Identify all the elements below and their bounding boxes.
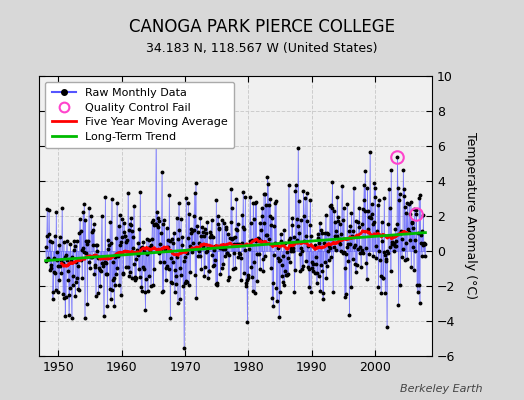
Y-axis label: Temperature Anomaly (°C): Temperature Anomaly (°C)	[464, 132, 477, 300]
Text: Berkeley Earth: Berkeley Earth	[400, 384, 482, 394]
Legend: Raw Monthly Data, Quality Control Fail, Five Year Moving Average, Long-Term Tren: Raw Monthly Data, Quality Control Fail, …	[45, 82, 234, 148]
Text: 34.183 N, 118.567 W (United States): 34.183 N, 118.567 W (United States)	[146, 42, 378, 55]
Text: CANOGA PARK PIERCE COLLEGE: CANOGA PARK PIERCE COLLEGE	[129, 18, 395, 36]
